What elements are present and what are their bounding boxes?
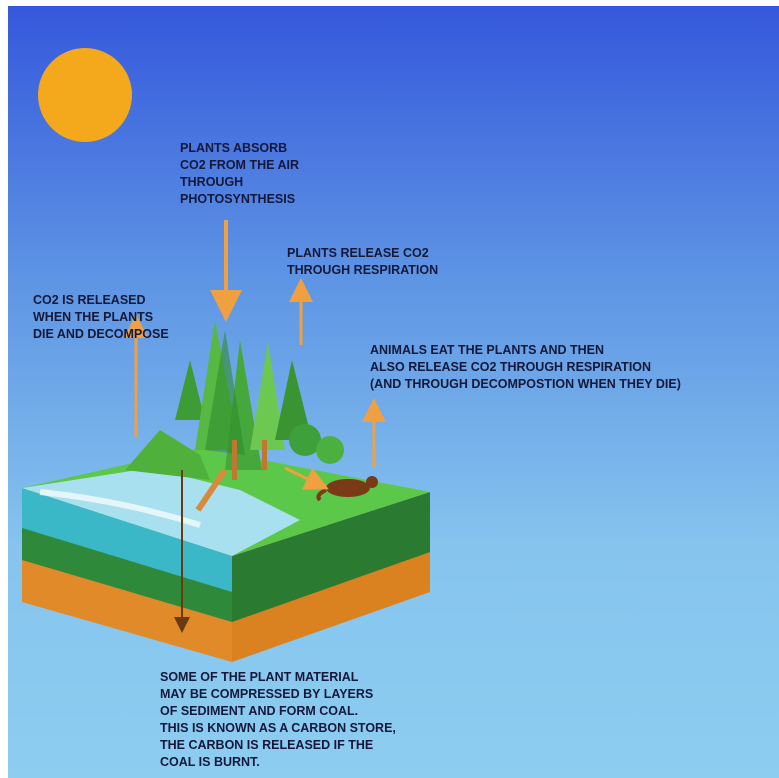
coal-label-line: SOME OF THE PLANT MATERIAL (160, 670, 359, 684)
respiration-label-line: THROUGH RESPIRATION (287, 263, 438, 277)
animals-label-line: ANIMALS EAT THE PLANTS AND THEN (370, 343, 604, 357)
decompose-label-line: WHEN THE PLANTS (33, 310, 153, 324)
animal (316, 476, 378, 502)
photosynthesis-label-line: THROUGH (180, 175, 243, 189)
decompose-label-line: CO2 IS RELEASED (33, 293, 146, 307)
decompose-label-line: DIE AND DECOMPOSE (33, 327, 169, 341)
labels: PLANTS ABSORB CO2 FROM THE AIR THROUGH PHOT… (33, 141, 681, 769)
animals-label-line: (AND THROUGH DECOMPOSTION WHEN THEY DIE) (370, 377, 681, 391)
coal-label-line: OF SEDIMENT AND FORM COAL. (160, 704, 358, 718)
photosynthesis-label-line: CO2 FROM THE AIR (180, 158, 299, 172)
sky (8, 6, 779, 778)
arrows (124, 220, 386, 633)
left-face-water (22, 488, 232, 592)
coal-label-line: THIS IS KNOWN AS A CARBON STORE, (160, 721, 396, 735)
coal-label-line: THE CARBON IS RELEASED IF THE (160, 738, 373, 752)
eat-arrow (284, 466, 329, 490)
sun (38, 48, 132, 142)
respiration-label-line: PLANTS RELEASE CO2 (287, 246, 429, 260)
photosynthesis-label-line: PLANTS ABSORB (180, 141, 287, 155)
photosynthesis-label-line: PHOTOSYNTHESIS (180, 192, 295, 206)
animals-label-line: ALSO RELEASE CO2 THROUGH RESPIRATION (370, 360, 651, 374)
coal-label-line: MAY BE COMPRESSED BY LAYERS (160, 687, 373, 701)
right-face-soil (232, 492, 430, 622)
trees (125, 320, 344, 512)
coal-label-line: COAL IS BURNT. (160, 755, 260, 769)
